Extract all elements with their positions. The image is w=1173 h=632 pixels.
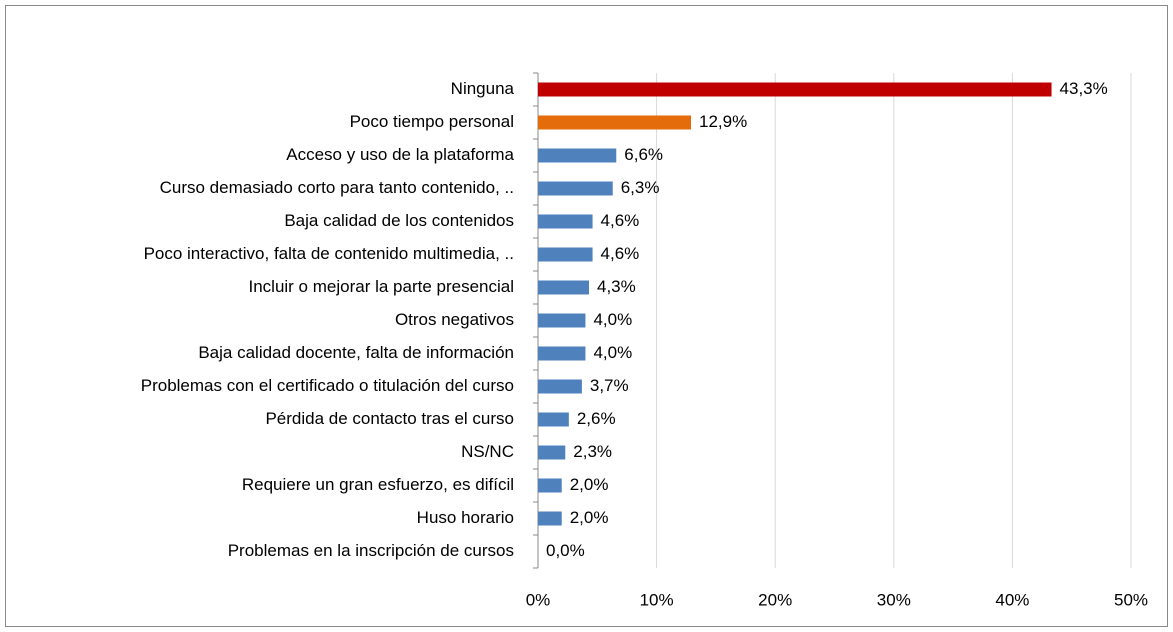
- bar: [538, 82, 1052, 97]
- bar: [538, 412, 569, 427]
- y-tick-label: Acceso y uso de la plataforma: [286, 145, 514, 164]
- bar: [538, 445, 566, 460]
- bar: [538, 214, 593, 229]
- value-label: 12,9%: [699, 112, 747, 131]
- y-tick-label: Otros negativos: [395, 310, 514, 329]
- y-tick-label: Curso demasiado corto para tanto conteni…: [160, 178, 514, 197]
- y-tick-label: Requiere un gran esfuerzo, es difícil: [242, 475, 514, 494]
- y-tick-label: Pérdida de contacto tras el curso: [265, 409, 514, 428]
- y-tick-label: Ninguna: [451, 79, 515, 98]
- bar: [538, 148, 617, 163]
- bar: [538, 379, 582, 394]
- y-tick-label: Baja calidad docente, falta de informaci…: [198, 343, 514, 362]
- x-tick-label: 50%: [1114, 590, 1148, 609]
- value-label: 6,6%: [624, 145, 663, 164]
- bar: [538, 346, 586, 361]
- value-label: 3,7%: [590, 376, 629, 395]
- y-tick-label: Poco interactivo, falta de contenido mul…: [144, 244, 514, 263]
- bar: [538, 313, 586, 328]
- value-label: 4,6%: [601, 211, 640, 230]
- y-tick-label: Baja calidad de los contenidos: [284, 211, 514, 230]
- chart-border: [5, 5, 1168, 627]
- value-label: 43,3%: [1060, 79, 1108, 98]
- value-label: 4,0%: [593, 343, 632, 362]
- value-label: 4,3%: [597, 277, 636, 296]
- bar: [538, 478, 562, 493]
- y-tick-label: Problemas en la inscripción de cursos: [228, 541, 514, 560]
- x-tick-label: 20%: [758, 590, 792, 609]
- y-tick-label: Huso horario: [417, 508, 514, 527]
- value-label: 4,0%: [593, 310, 632, 329]
- y-tick-label: Incluir o mejorar la parte presencial: [248, 277, 514, 296]
- bar: [538, 511, 562, 526]
- y-tick-label: Poco tiempo personal: [350, 112, 514, 131]
- bar: [538, 115, 691, 130]
- y-tick-label: NS/NC: [461, 442, 514, 461]
- bar: [538, 247, 593, 262]
- x-tick-label: 10%: [640, 590, 674, 609]
- x-tick-label: 30%: [877, 590, 911, 609]
- value-label: 0,0%: [546, 541, 585, 560]
- x-tick-label: 40%: [995, 590, 1029, 609]
- value-label: 2,0%: [570, 475, 609, 494]
- value-label: 2,0%: [570, 508, 609, 527]
- y-tick-label: Problemas con el certificado o titulació…: [141, 376, 514, 395]
- bar: [538, 280, 589, 295]
- x-tick-label: 0%: [526, 590, 551, 609]
- value-label: 4,6%: [601, 244, 640, 263]
- value-label: 2,3%: [573, 442, 612, 461]
- bar: [538, 181, 613, 196]
- value-label: 6,3%: [621, 178, 660, 197]
- value-label: 2,6%: [577, 409, 616, 428]
